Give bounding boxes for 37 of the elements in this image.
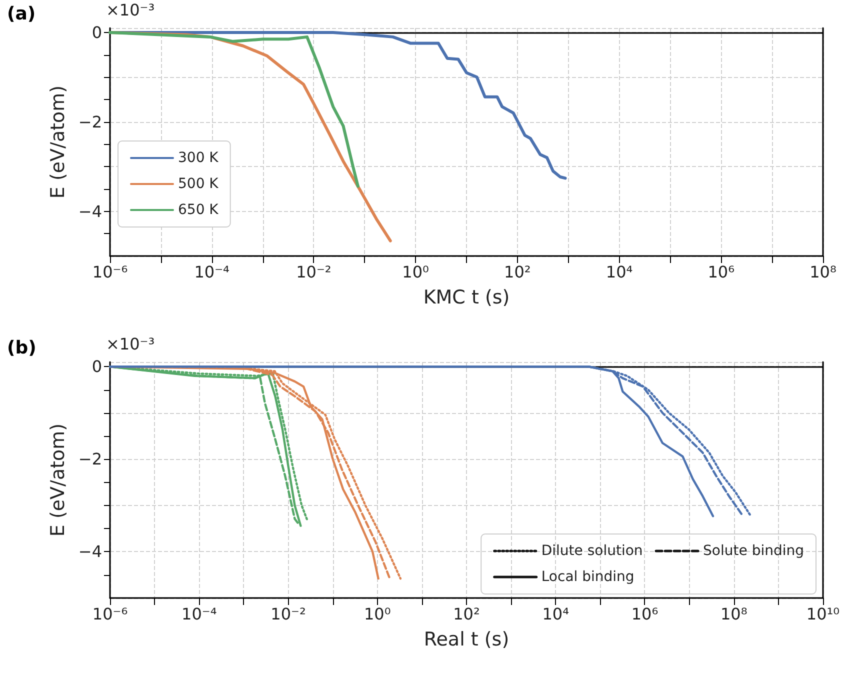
text: ×10⁻³ xyxy=(106,0,155,20)
x-axis-title: Real t (s) xyxy=(424,628,510,650)
x-tick-label: 10⁴ xyxy=(606,262,633,282)
x-tick-label: 10⁰ xyxy=(402,262,429,282)
text: Dilute solution xyxy=(541,543,643,559)
y-tick-label: −4 xyxy=(78,202,102,221)
y-tick-label: 0 xyxy=(92,357,102,376)
y-tick-label: −4 xyxy=(78,542,102,562)
text: ×10⁻³ xyxy=(106,334,155,354)
text: Local binding xyxy=(541,569,634,585)
x-tick-label: 10¹⁰ xyxy=(806,604,840,624)
x-axis-title: KMC t (s) xyxy=(423,286,510,308)
x-tick-label: 10⁻⁴ xyxy=(182,604,217,624)
x-tick-label: 10⁻² xyxy=(270,604,306,624)
x-tick-label: 10² xyxy=(504,262,531,282)
legend-label: 650 K xyxy=(178,202,220,218)
x-tick-label: 10⁶ xyxy=(708,262,735,282)
chart-title: (b) xyxy=(7,338,36,358)
x-tick-label: 10⁴ xyxy=(542,604,570,624)
y-axis-title: E (eV/atom) xyxy=(47,423,70,537)
x-tick-label: 10⁸ xyxy=(720,604,748,624)
y-tick-label: −2 xyxy=(78,112,102,132)
legend-label: 500 K xyxy=(178,176,220,192)
x-tick-label: 10⁶ xyxy=(631,604,658,624)
x-tick-label: 10⁻⁶ xyxy=(92,262,128,282)
y-tick-label: 0 xyxy=(92,22,102,42)
x-tick-label: 10⁸ xyxy=(810,262,836,282)
x-tick-label: 10⁰ xyxy=(364,604,391,624)
y-tick-label: −2 xyxy=(78,450,102,469)
y-axis-title: E (eV/atom) xyxy=(47,85,70,199)
chart-title: (a) xyxy=(7,4,36,24)
x-tick-label: 10⁻⁴ xyxy=(194,262,230,282)
legend-label: 300 K xyxy=(178,150,220,166)
x-tick-label: 10⁻⁶ xyxy=(92,604,128,624)
x-tick-label: 10² xyxy=(453,604,480,624)
x-tick-label: 10⁻² xyxy=(296,262,332,282)
text: Solute binding xyxy=(703,543,804,559)
